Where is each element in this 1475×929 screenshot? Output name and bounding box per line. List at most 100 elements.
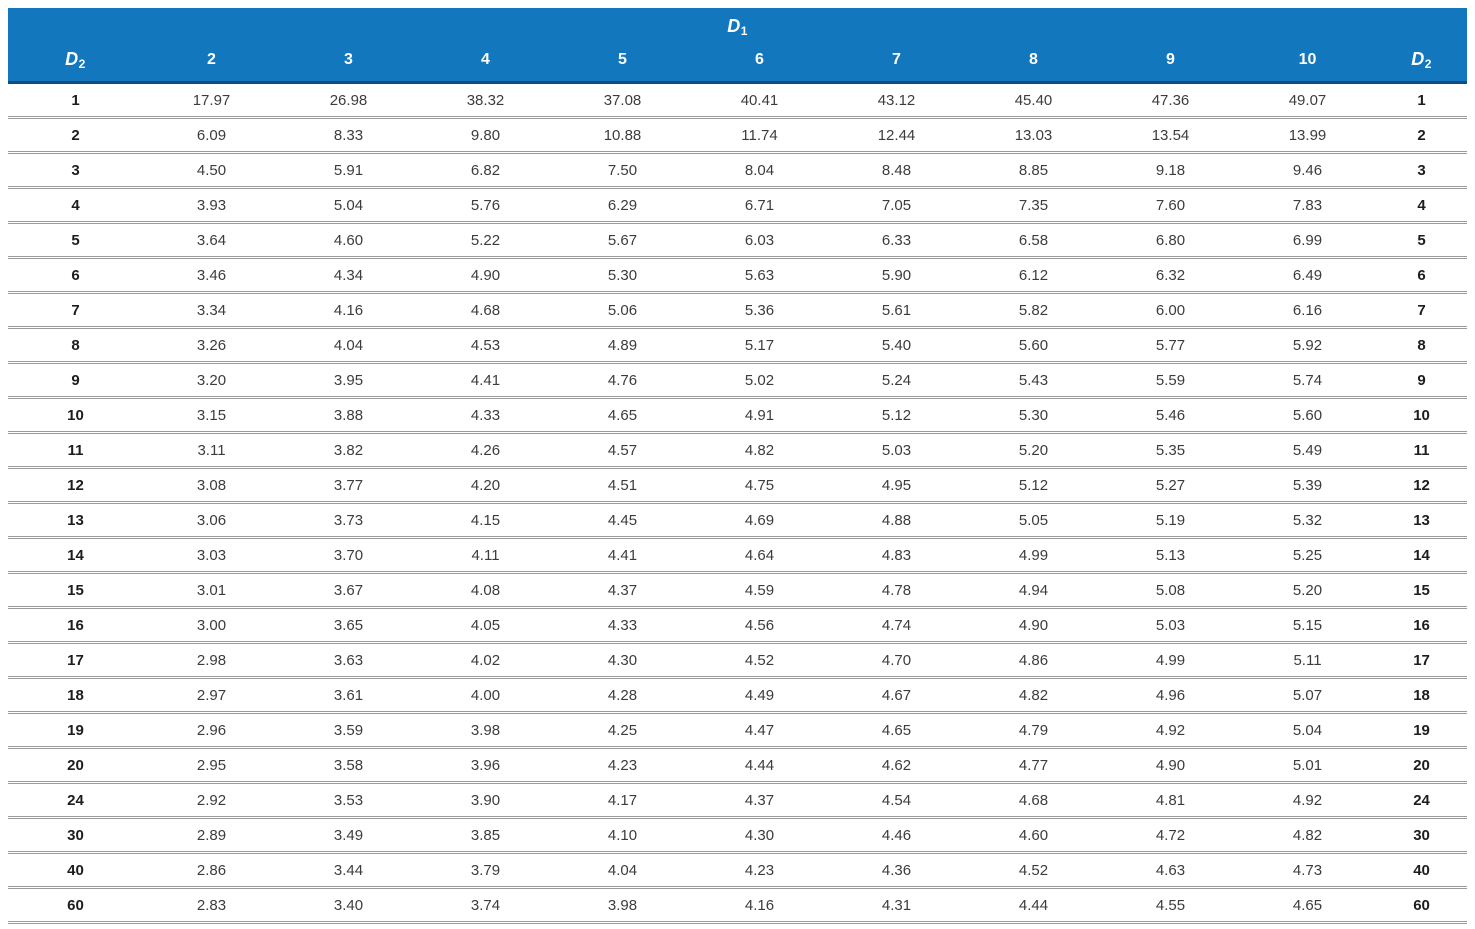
statistical-table: D1 D2 2 3 4 5 6 7 8 9 10 D2 1 17.97 26.98 38.32 37.0… — [8, 8, 1468, 924]
cell: 4.04 — [554, 851, 691, 888]
cell: 13.99 — [1239, 116, 1376, 153]
cell: 3.06 — [143, 501, 280, 538]
cell: 5.30 — [965, 396, 1102, 433]
cell: 6.29 — [554, 186, 691, 223]
row-group-header-left: D2 — [8, 39, 143, 84]
column-header: 3 — [280, 39, 417, 84]
cell: 4.41 — [554, 536, 691, 573]
table-row: 11 3.11 3.82 4.26 4.57 4.82 5.03 5.20 5.35 5.49 11 — [8, 431, 1468, 468]
cell: 26.98 — [329, 91, 368, 109]
cell: 5.19 — [1102, 501, 1239, 538]
cell: 4.77 — [965, 746, 1102, 783]
cell: 7.35 — [965, 186, 1102, 223]
cell: 3.96 — [417, 746, 554, 783]
cell: 4.46 — [828, 816, 965, 853]
cell: 4.04 — [280, 326, 417, 363]
cell: 2.98 — [143, 641, 280, 678]
table-row: 5 3.64 4.60 5.22 5.67 6.03 6.33 6.58 6.80 6.99 5 — [8, 221, 1468, 258]
cell: 5.17 — [691, 326, 828, 363]
row-label-left: 2 — [8, 116, 143, 153]
column-header: 8 — [965, 39, 1102, 84]
cell: 5.46 — [1102, 396, 1239, 433]
row-label-left: 8 — [8, 326, 143, 363]
cell: 3.15 — [143, 396, 280, 433]
cell: 5.11 — [1239, 641, 1376, 678]
cell: 4.15 — [417, 501, 554, 538]
row-label-right: 12 — [1376, 466, 1468, 503]
table-row: 3 4.50 5.91 6.82 7.50 8.04 8.48 8.85 9.18 9.46 3 — [8, 151, 1468, 188]
cell: 4.45 — [554, 501, 691, 538]
cell: 3.79 — [417, 851, 554, 888]
cell: 5.92 — [1239, 326, 1376, 363]
cell: 49.07 — [1288, 91, 1327, 109]
cell: 3.85 — [417, 816, 554, 853]
cell: 6.99 — [1239, 221, 1376, 258]
cell: 5.63 — [691, 256, 828, 293]
cell: 5.59 — [1102, 361, 1239, 398]
table-row: 10 3.15 3.88 4.33 4.65 4.91 5.12 5.30 5.46 5.60 10 — [8, 396, 1468, 433]
cell: 3.00 — [143, 606, 280, 643]
cell: 4.28 — [554, 676, 691, 713]
row-label-left: 6 — [8, 256, 143, 293]
cell: 7.60 — [1102, 186, 1239, 223]
cell: 47.36 — [1151, 91, 1190, 109]
cell: 4.00 — [417, 676, 554, 713]
cell: 4.30 — [554, 641, 691, 678]
table-row: 15 3.01 3.67 4.08 4.37 4.59 4.78 4.94 5.08 5.20 15 — [8, 571, 1468, 608]
row-label-right: 60 — [1376, 886, 1468, 924]
cell: 5.77 — [1102, 326, 1239, 363]
cell: 4.70 — [828, 641, 965, 678]
table-row: 14 3.03 3.70 4.11 4.41 4.64 4.83 4.99 5.13 5.25 14 — [8, 536, 1468, 573]
cell: 4.91 — [691, 396, 828, 433]
table-row: 30 2.89 3.49 3.85 4.10 4.30 4.46 4.60 4.72 4.82 30 — [8, 816, 1468, 853]
cell: 45.40 — [1014, 91, 1053, 109]
table-row: 18 2.97 3.61 4.00 4.28 4.49 4.67 4.82 4.96 5.07 18 — [8, 676, 1468, 713]
cell: 5.07 — [1239, 676, 1376, 713]
row-label-right: 8 — [1376, 326, 1468, 363]
cell: 6.33 — [828, 221, 965, 258]
cell: 3.82 — [280, 431, 417, 468]
cell: 4.36 — [828, 851, 965, 888]
cell: 4.62 — [828, 746, 965, 783]
cell: 38.32 — [466, 91, 505, 109]
cell: 5.05 — [965, 501, 1102, 538]
row-label-right: 17 — [1376, 641, 1468, 678]
cell: 5.12 — [828, 396, 965, 433]
cell: 4.82 — [691, 431, 828, 468]
cell: 4.90 — [417, 256, 554, 293]
cell: 4.90 — [965, 606, 1102, 643]
cell: 6.32 — [1102, 256, 1239, 293]
cell: 4.11 — [417, 536, 554, 573]
cell: 4.10 — [554, 816, 691, 853]
cell: 4.25 — [554, 711, 691, 748]
table-header: D1 D2 2 3 4 5 6 7 8 9 10 D2 — [8, 8, 1468, 84]
table-row: 12 3.08 3.77 4.20 4.51 4.75 4.95 5.12 5.27 5.39 12 — [8, 466, 1468, 503]
cell: 5.43 — [965, 361, 1102, 398]
column-header: 5 — [554, 39, 691, 84]
cell: 3.46 — [143, 256, 280, 293]
cell: 3.58 — [280, 746, 417, 783]
row-label-left: 5 — [8, 221, 143, 258]
cell: 4.99 — [965, 536, 1102, 573]
cell: 4.92 — [1102, 711, 1239, 748]
cell: 5.32 — [1239, 501, 1376, 538]
cell: 6.16 — [1239, 291, 1376, 328]
cell: 3.34 — [143, 291, 280, 328]
row-label-right: 18 — [1376, 676, 1468, 713]
cell: 40.41 — [740, 91, 779, 109]
cell: 3.08 — [143, 466, 280, 503]
cell: 3.44 — [280, 851, 417, 888]
row-label-right: 40 — [1376, 851, 1468, 888]
cell: 7.83 — [1239, 186, 1376, 223]
cell: 6.09 — [143, 116, 280, 153]
cell: 5.20 — [965, 431, 1102, 468]
table-row: 20 2.95 3.58 3.96 4.23 4.44 4.62 4.77 4.90 5.01 20 — [8, 746, 1468, 783]
cell: 4.81 — [1102, 781, 1239, 818]
cell: 4.95 — [828, 466, 965, 503]
cell: 5.04 — [1239, 711, 1376, 748]
row-label-right: 10 — [1376, 396, 1468, 433]
cell: 4.20 — [417, 466, 554, 503]
cell: 6.12 — [965, 256, 1102, 293]
row-label-right: 19 — [1376, 711, 1468, 748]
cell: 8.85 — [965, 151, 1102, 188]
